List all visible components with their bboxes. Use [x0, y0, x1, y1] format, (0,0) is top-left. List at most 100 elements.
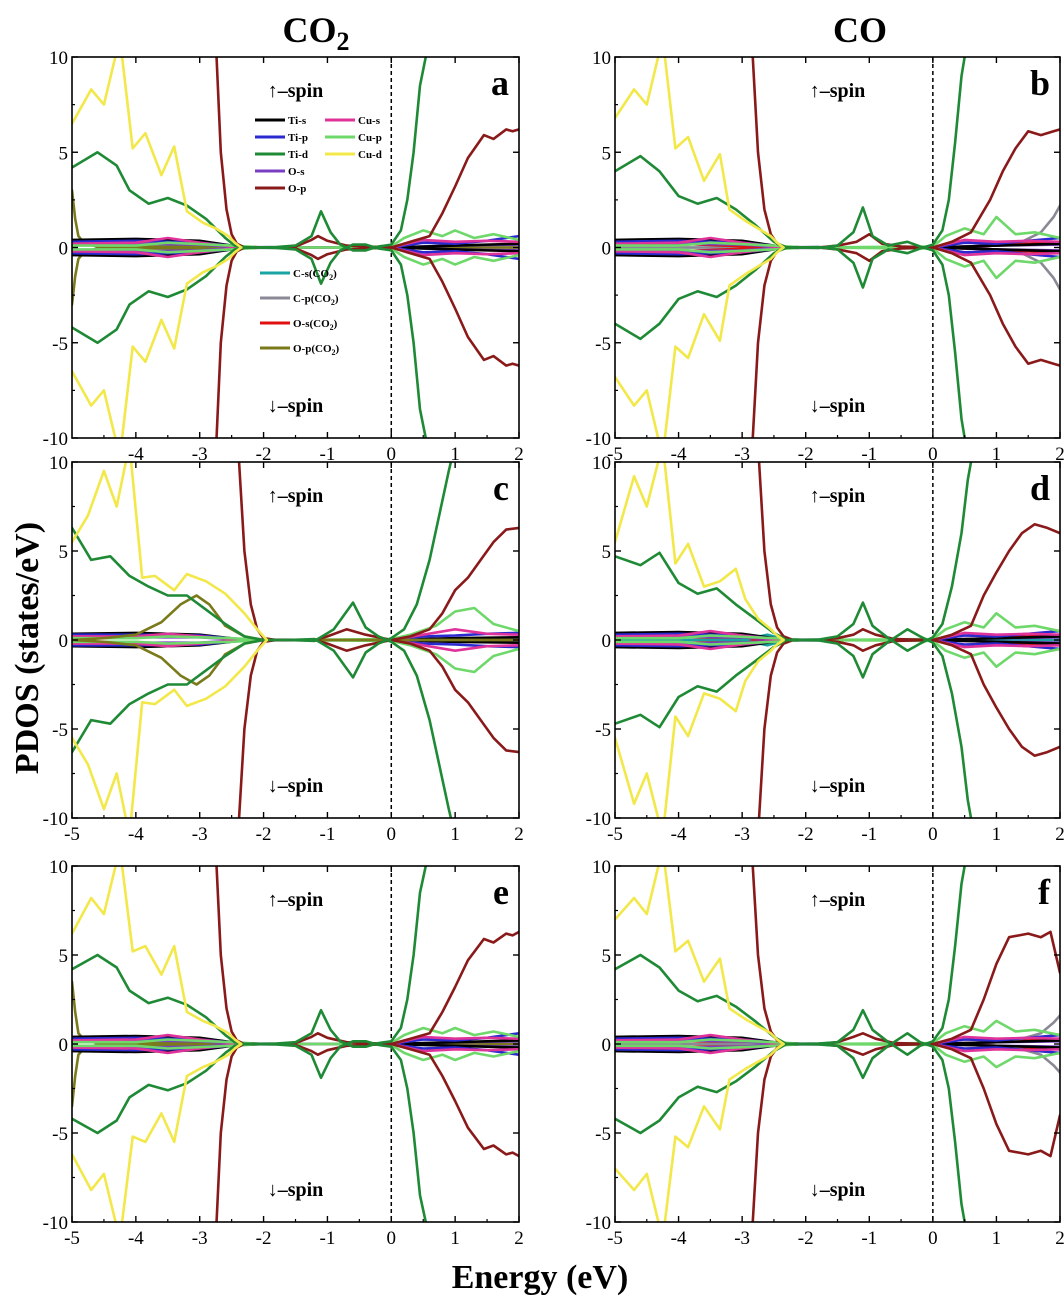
x-tick-label: -5 — [64, 1228, 80, 1249]
x-tick-label: 0 — [387, 1228, 397, 1249]
x-tick-label: 0 — [387, 824, 397, 845]
x-tick-label: -2 — [798, 444, 814, 465]
legend-label: O-s(CO2) — [293, 318, 338, 332]
y-tick-label: 5 — [59, 946, 69, 967]
spin-down-label: ↓–spin — [268, 775, 324, 797]
y-tick-label: 0 — [602, 239, 612, 260]
series-ti-d-down — [615, 206, 966, 438]
y-tick-label: -5 — [52, 334, 68, 355]
x-tick-label: 2 — [1055, 824, 1064, 845]
x-tick-label: -3 — [734, 824, 750, 845]
spin-up-label: ↑–spin — [268, 889, 324, 911]
y-tick-label: -10 — [586, 809, 611, 830]
series-cu-d-up — [72, 866, 243, 1046]
x-tick-label: -2 — [256, 444, 272, 465]
x-tick-label: 2 — [1055, 444, 1064, 465]
series-o-p-down — [751, 1042, 1060, 1222]
series-o-p-down — [237, 627, 519, 818]
legend-label: C-p(CO2) — [293, 293, 339, 307]
panel-label: d — [1030, 468, 1050, 508]
series-cu-d-down — [72, 246, 243, 438]
y-tick-label: 10 — [49, 857, 68, 878]
legend: Ti-s Cu-s Ti-p Cu-p Ti-d Cu-d O-s O-p C-s(CO2) C-… — [255, 115, 382, 357]
x-tick-label: 2 — [1055, 1228, 1064, 1249]
x-tick-label: 0 — [928, 1228, 938, 1249]
series-o-p-up — [757, 462, 1060, 642]
y-tick-label: -5 — [52, 720, 68, 741]
series-o-p-down — [757, 638, 1060, 818]
x-tick-label: 1 — [450, 444, 460, 465]
series-cu-d-down — [615, 1042, 785, 1222]
panel-label: c — [493, 468, 509, 508]
legend-label: O-p(CO2) — [293, 343, 340, 357]
series-group — [615, 57, 1060, 438]
spin-down-label: ↓–spin — [810, 1179, 866, 1201]
series-cu-p-down — [72, 246, 519, 266]
x-tick-label: 0 — [928, 444, 938, 465]
series-cu-d-up — [72, 57, 243, 249]
y-tick-label: 10 — [592, 453, 611, 474]
series-ti-d-up — [615, 866, 966, 1056]
y-tick-label: 10 — [592, 857, 611, 878]
series-ti-d-up — [615, 462, 973, 653]
series-ti-d-down — [615, 627, 973, 818]
series-o-p-up — [215, 866, 519, 1046]
y-tick-label: 5 — [602, 143, 612, 164]
y-tick-label: 10 — [49, 453, 68, 474]
x-tick-label: -3 — [192, 824, 208, 845]
series-o-p-co2--down — [72, 638, 519, 686]
spin-up-label: ↑–spin — [810, 485, 866, 507]
series-ti-d-down — [72, 601, 453, 818]
x-tick-label: -4 — [671, 444, 687, 465]
x-tick-label: -5 — [607, 824, 623, 845]
series-ti-d-up — [72, 866, 428, 1048]
series-cu-p-up — [72, 229, 519, 249]
y-tick-label: 0 — [602, 631, 612, 652]
x-tick-label: 2 — [514, 824, 524, 845]
x-tick-label: -5 — [64, 824, 80, 845]
series-cu-d-up — [72, 462, 269, 642]
column-title-right: CO — [833, 10, 887, 50]
series-group — [72, 866, 519, 1222]
x-tick-label: -1 — [861, 1228, 877, 1249]
y-tick-label: -10 — [586, 429, 611, 450]
y-tick-label: 5 — [59, 542, 69, 563]
y-tick-label: 5 — [602, 542, 612, 563]
series-cu-p-up — [615, 611, 1060, 642]
y-tick-label: 10 — [592, 48, 611, 69]
series-cu-d-up — [615, 462, 785, 642]
x-tick-label: -2 — [256, 824, 272, 845]
x-tick-label: -3 — [192, 1228, 208, 1249]
series-cu-p-down — [615, 246, 1060, 280]
y-tick-label: 10 — [49, 48, 68, 69]
x-tick-label: -3 — [734, 444, 750, 465]
series-group — [615, 866, 1060, 1222]
x-tick-label: -1 — [320, 444, 336, 465]
series-o-p-down — [751, 232, 1060, 438]
series-ti-d-up — [72, 57, 428, 252]
x-tick-label: -2 — [256, 1228, 272, 1249]
spin-up-label: ↑–spin — [268, 485, 324, 507]
series-cu-d-down — [615, 638, 785, 818]
x-tick-label: -3 — [734, 1228, 750, 1249]
series-group — [72, 462, 519, 818]
y-tick-label: -5 — [595, 720, 611, 741]
series-cu-p-down — [615, 1042, 1060, 1069]
series-o-p-up — [751, 57, 1060, 263]
series-cu-p-up — [72, 1026, 519, 1046]
series-o-p-down — [215, 246, 519, 438]
series-cu-d-up — [615, 57, 785, 249]
x-tick-label: -4 — [671, 1228, 687, 1249]
series-cu-d-down — [72, 638, 269, 818]
series-cu-d-down — [72, 1042, 243, 1222]
y-tick-label: -10 — [43, 809, 68, 830]
series-cu-p-down — [615, 638, 1060, 669]
x-tick-label: 0 — [928, 824, 938, 845]
x-tick-label: -3 — [192, 444, 208, 465]
x-tick-label: 1 — [450, 1228, 460, 1249]
series-cu-p-up — [615, 215, 1060, 249]
spin-down-label: ↓–spin — [810, 395, 866, 417]
